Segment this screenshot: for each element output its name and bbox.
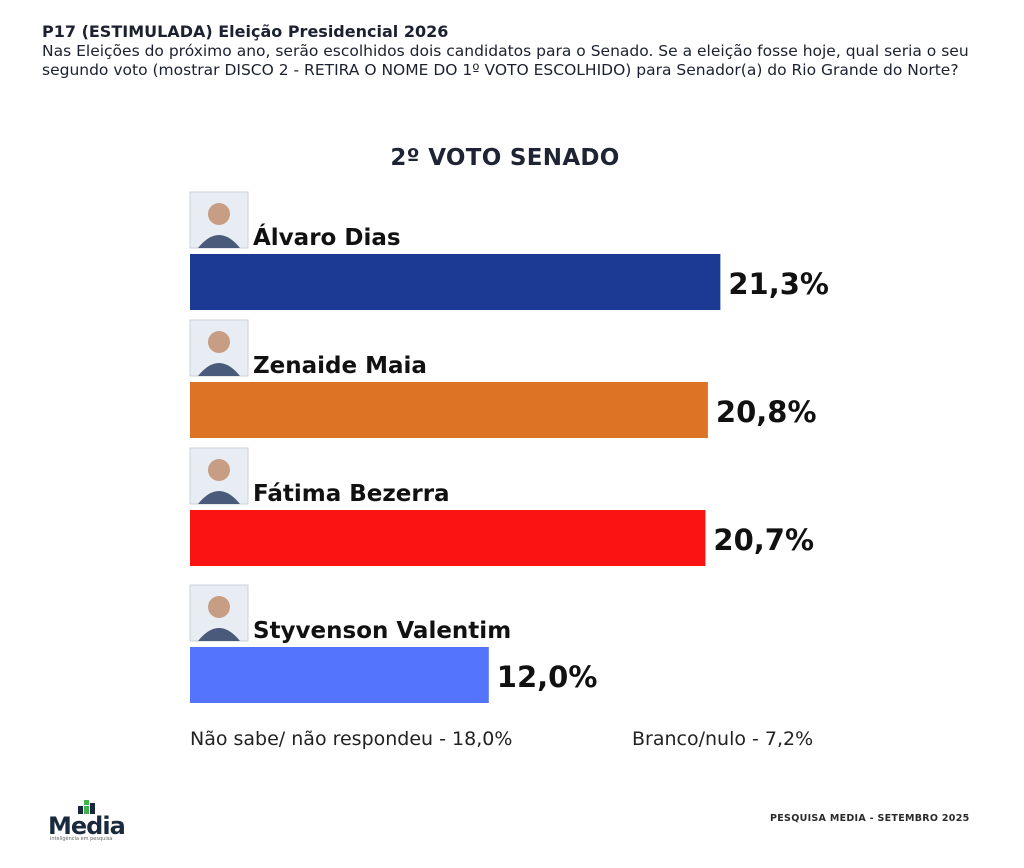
logo-tagline: inteligência em pesquisa [50, 836, 113, 842]
chart-title: 2º VOTO SENADO [390, 145, 620, 171]
bar [190, 510, 706, 566]
media-logo-mark-icon [78, 800, 95, 814]
candidate-photo-zenaide-maia-icon [189, 319, 249, 377]
media-logo: Media inteligência em pesquisa [48, 800, 138, 842]
bar-category-label: Zenaide Maia [253, 353, 427, 379]
candidate-photo-alvaro-dias-icon [189, 191, 249, 249]
bar-row: Álvaro Dias 21,3% [189, 191, 829, 310]
bar-category-label: Fátima Bezerra [253, 481, 450, 507]
question-header: P17 (ESTIMULADA) Eleição Presidencial 20… [42, 22, 982, 80]
bar-row: Styvenson Valentim 12,0% [189, 584, 598, 703]
bar [190, 647, 489, 703]
bar-row: Zenaide Maia 20,8% [189, 319, 817, 438]
bar-value-label: 20,7% [713, 523, 814, 557]
nao-sabe-note: Não sabe/ não respondeu - 18,0% [190, 728, 513, 750]
branco-nulo-note: Branco/nulo - 7,2% [632, 728, 814, 750]
bar-category-label: Styvenson Valentim [253, 618, 511, 644]
question-text: Nas Eleições do próximo ano, serão escol… [42, 42, 969, 79]
question-title: P17 (ESTIMULADA) Eleição Presidencial 20… [42, 22, 449, 41]
bar [190, 382, 708, 438]
bar [190, 254, 721, 310]
candidate-photo-styvenson-valentim-icon [189, 584, 249, 642]
source-note: PESQUISA MEDIA - SETEMBRO 2025 [770, 813, 970, 824]
bar-value-label: 21,3% [728, 267, 829, 301]
bar-value-label: 12,0% [497, 660, 598, 694]
logo-wordmark: Media [48, 812, 126, 840]
bar-row: Fátima Bezerra 20,7% [189, 447, 814, 566]
bar-category-label: Álvaro Dias [253, 223, 401, 251]
candidate-photo-fatima-bezerra-icon [189, 447, 249, 505]
bar-value-label: 20,8% [716, 395, 817, 429]
